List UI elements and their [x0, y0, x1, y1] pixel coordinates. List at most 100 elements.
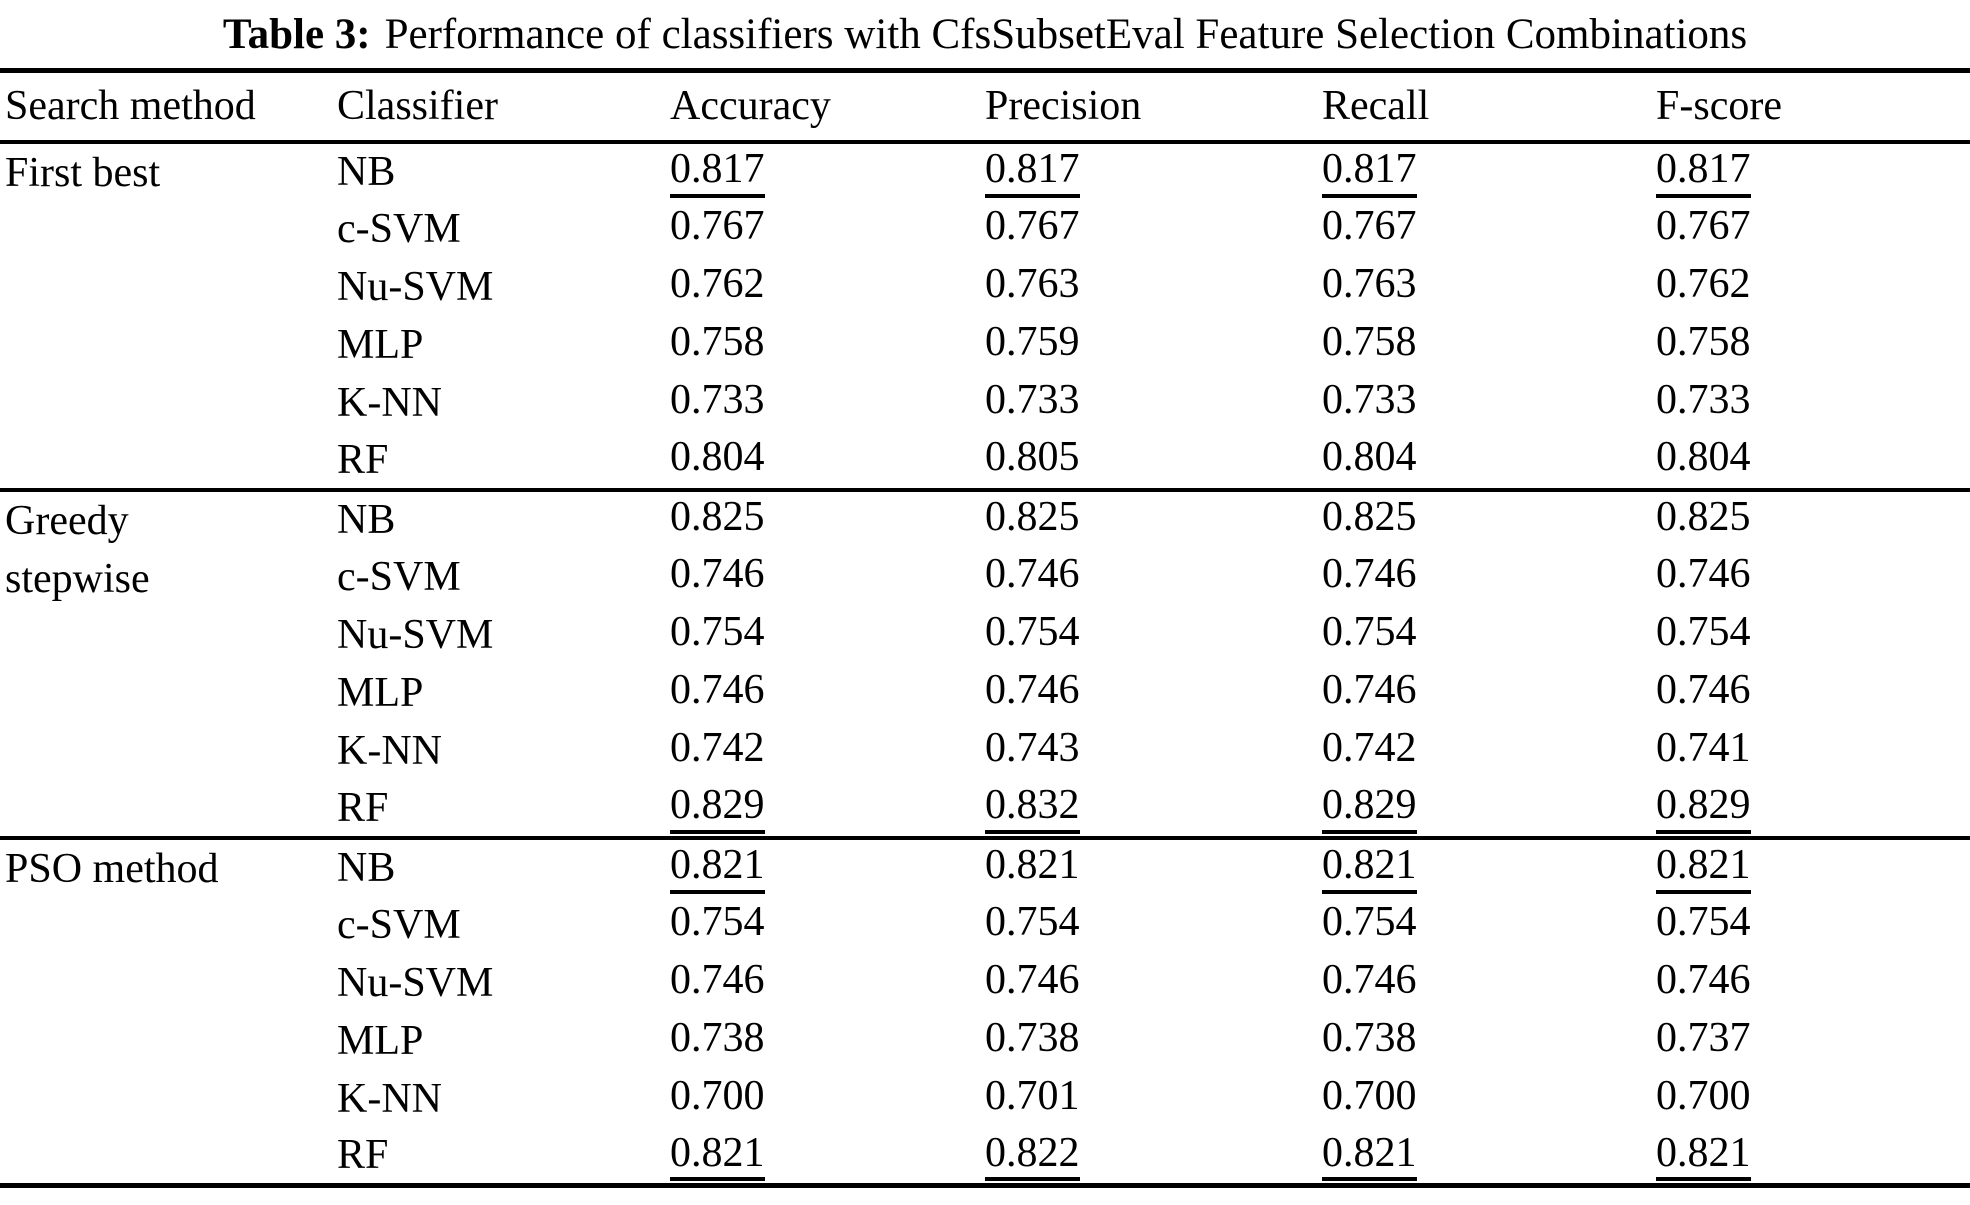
table-header: Search method Classifier Accuracy Precis… — [0, 71, 1970, 142]
recall-cell: 0.817 — [1317, 142, 1651, 200]
fscore-cell: 0.746 — [1651, 664, 1970, 722]
recall-value: 0.754 — [1322, 609, 1417, 656]
section: PSO method NB 0.821 0.821 0.821 0.821 c-SVM 0.7… — [0, 838, 1970, 1186]
precision-value: 0.763 — [985, 261, 1080, 308]
precision-value: 0.805 — [985, 434, 1080, 481]
recall-cell: 0.763 — [1317, 258, 1651, 316]
precision-value: 0.759 — [985, 319, 1080, 366]
accuracy-value: 0.825 — [670, 494, 765, 541]
table-row: First best NB 0.817 0.817 0.817 0.817 — [0, 142, 1970, 200]
recall-cell: 0.821 — [1317, 838, 1651, 896]
accuracy-cell: 0.829 — [665, 780, 980, 838]
fscore-cell: 0.737 — [1651, 1012, 1970, 1070]
precision-cell: 0.825 — [980, 490, 1317, 548]
precision-cell: 0.817 — [980, 142, 1317, 200]
accuracy-cell: 0.754 — [665, 606, 980, 664]
classifier-cell: RF — [337, 436, 389, 483]
section: Greedy stepwise NB 0.825 0.825 0.825 0.825 c-S… — [0, 490, 1970, 838]
recall-value: 0.804 — [1322, 434, 1417, 481]
classifier-cell: RF — [337, 1132, 389, 1179]
accuracy-cell: 0.762 — [665, 258, 980, 316]
table-row: Greedy stepwise NB 0.825 0.825 0.825 0.825 — [0, 490, 1970, 601]
accuracy-cell: 0.742 — [665, 722, 980, 780]
recall-value: 0.763 — [1322, 261, 1417, 308]
precision-value: 0.738 — [985, 1015, 1080, 1062]
accuracy-value: 0.804 — [670, 434, 765, 481]
accuracy-value: 0.829 — [670, 783, 765, 834]
table-row: MLP 0.738 0.738 0.738 0.737 — [0, 1012, 1970, 1070]
accuracy-cell: 0.746 — [665, 954, 980, 1012]
accuracy-value: 0.821 — [670, 843, 765, 894]
table-row: RF 0.821 0.822 0.821 0.821 — [0, 1128, 1970, 1186]
col-header-recall: Recall — [1322, 83, 1430, 130]
recall-value: 0.742 — [1322, 725, 1417, 772]
precision-value: 0.754 — [985, 899, 1080, 946]
search-method-cell: Greedy stepwise — [5, 497, 150, 602]
precision-value: 0.743 — [985, 725, 1080, 772]
recall-cell: 0.746 — [1317, 954, 1651, 1012]
fscore-value: 0.829 — [1656, 783, 1751, 834]
fscore-cell: 0.829 — [1651, 780, 1970, 838]
table-row: K-NN 0.742 0.743 0.742 0.741 — [0, 722, 1970, 780]
table-row: Nu-SVM 0.746 0.746 0.746 0.746 — [0, 954, 1970, 1012]
fscore-value: 0.746 — [1656, 667, 1751, 714]
classifier-cell: K-NN — [337, 1075, 442, 1122]
accuracy-value: 0.758 — [670, 319, 765, 366]
accuracy-value: 0.700 — [670, 1073, 765, 1120]
table-row: c-SVM 0.754 0.754 0.754 0.754 — [0, 896, 1970, 954]
classifier-cell: NB — [337, 148, 396, 195]
col-header-classifier: Classifier — [337, 83, 498, 130]
fscore-value: 0.741 — [1656, 725, 1751, 772]
precision-cell: 0.733 — [980, 374, 1317, 432]
recall-cell: 0.746 — [1317, 664, 1651, 722]
table-caption-label: Table 3: — [222, 10, 371, 58]
recall-value: 0.733 — [1322, 377, 1417, 424]
fscore-cell: 0.746 — [1651, 954, 1970, 1012]
recall-cell: 0.742 — [1317, 722, 1651, 780]
recall-cell: 0.746 — [1317, 548, 1651, 606]
accuracy-value: 0.746 — [670, 551, 765, 598]
classifier-cell: K-NN — [337, 727, 442, 774]
table-row: K-NN 0.700 0.701 0.700 0.700 — [0, 1070, 1970, 1128]
fscore-value: 0.737 — [1656, 1015, 1751, 1062]
recall-value: 0.700 — [1322, 1073, 1417, 1120]
accuracy-value: 0.746 — [670, 667, 765, 714]
accuracy-cell: 0.821 — [665, 838, 980, 896]
accuracy-cell: 0.767 — [665, 200, 980, 258]
search-method-cell: First best — [5, 149, 161, 196]
accuracy-value: 0.733 — [670, 377, 765, 424]
recall-cell: 0.700 — [1317, 1070, 1651, 1128]
recall-value: 0.821 — [1322, 843, 1417, 894]
classifier-cell: MLP — [337, 321, 424, 368]
accuracy-value: 0.821 — [670, 1131, 765, 1182]
table-row: c-SVM 0.767 0.767 0.767 0.767 — [0, 200, 1970, 258]
fscore-value: 0.746 — [1656, 957, 1751, 1004]
fscore-value: 0.804 — [1656, 434, 1751, 481]
fscore-value: 0.821 — [1656, 843, 1751, 894]
fscore-cell: 0.700 — [1651, 1070, 1970, 1128]
recall-value: 0.754 — [1322, 899, 1417, 946]
recall-cell: 0.754 — [1317, 606, 1651, 664]
fscore-value: 0.825 — [1656, 494, 1751, 541]
recall-value: 0.738 — [1322, 1015, 1417, 1062]
precision-cell: 0.821 — [980, 838, 1317, 896]
precision-cell: 0.822 — [980, 1128, 1317, 1186]
accuracy-cell: 0.746 — [665, 664, 980, 722]
recall-cell: 0.733 — [1317, 374, 1651, 432]
col-header-precision: Precision — [985, 83, 1142, 130]
precision-cell: 0.746 — [980, 548, 1317, 606]
search-method-cell: PSO method — [5, 845, 219, 892]
accuracy-cell: 0.754 — [665, 896, 980, 954]
header-row: Search method Classifier Accuracy Precis… — [0, 71, 1970, 142]
col-header-search-method: Search method — [5, 83, 256, 130]
fscore-cell: 0.821 — [1651, 1128, 1970, 1186]
precision-value: 0.767 — [985, 203, 1080, 250]
fscore-value: 0.758 — [1656, 319, 1751, 366]
table-caption: Table 3: Performance of classifiers with… — [0, 0, 1970, 68]
table-row: MLP 0.746 0.746 0.746 0.746 — [0, 664, 1970, 722]
precision-value: 0.825 — [985, 494, 1080, 541]
accuracy-cell: 0.817 — [665, 142, 980, 200]
section: First best NB 0.817 0.817 0.817 0.817 c-SVM 0.7… — [0, 142, 1970, 490]
accuracy-value: 0.746 — [670, 957, 765, 1004]
